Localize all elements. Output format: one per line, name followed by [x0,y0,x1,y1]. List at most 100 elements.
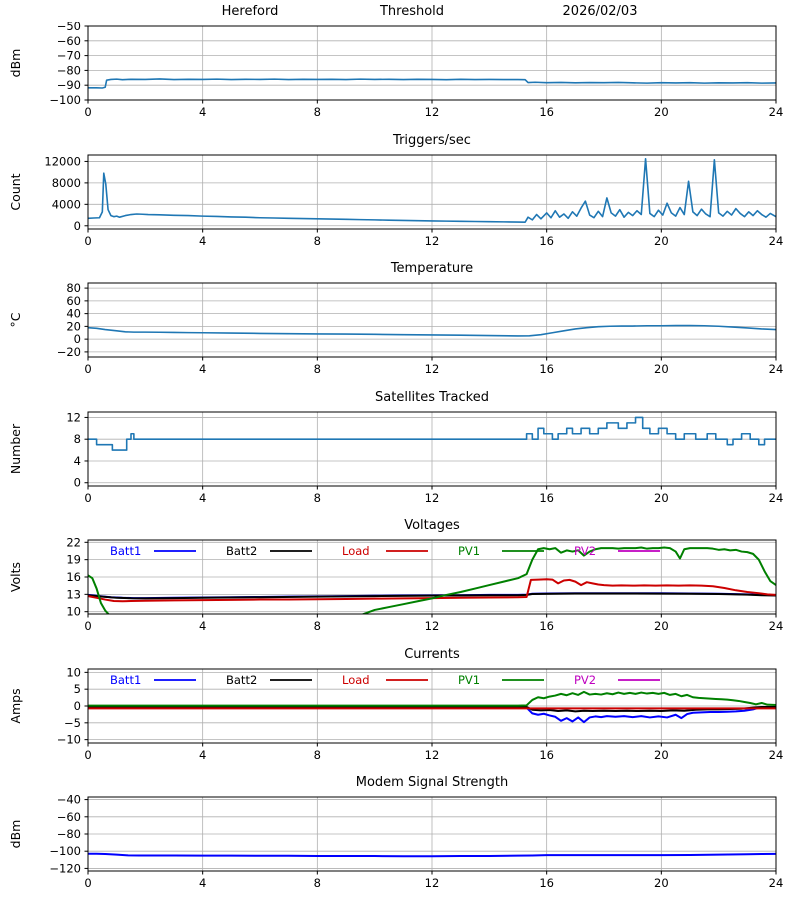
x-tick-label: 8 [314,105,321,119]
y-tick-label: −100 [49,93,81,107]
y-axis-label: dBm [8,49,23,78]
x-tick-label: 16 [539,234,554,248]
legend-label-Batt1: Batt1 [110,544,141,558]
y-tick-label: 40 [66,307,81,321]
x-tick-label: 20 [654,619,669,633]
y-tick-label: −40 [57,793,81,807]
x-tick-label: 24 [769,876,784,890]
y-tick-label: 22 [66,536,81,549]
series-line-triggers-per-sec [88,157,776,223]
legend-label-PV1: PV1 [458,544,480,558]
y-tick-label: 4 [74,454,81,468]
y-tick-label: 60 [66,294,81,308]
y-tick-label: 16 [66,570,81,584]
header-row: Hereford Threshold 2026/02/03 [0,0,800,22]
panel-satellites: Satellites Tracked 0 4 8 12 16 20 24 0 4 8 12 Numbe… [0,386,800,515]
x-tick-label: 24 [769,491,784,505]
legend-label-PV2: PV2 [574,673,596,687]
legend-label-PV2: PV2 [574,544,596,558]
title-row: Currents [0,643,800,665]
chart-title-triggers: Triggers/sec [393,132,471,148]
x-tick-label: 24 [769,105,784,119]
x-tick-label: 12 [425,748,440,762]
x-tick-label: 24 [769,748,784,762]
series-group [88,324,776,337]
header-site: Hereford [221,4,279,19]
y-tick-label: −120 [49,862,81,876]
x-tick-label: 24 [769,234,784,248]
x-tick-label: 0 [84,748,91,762]
y-tick-label: −80 [57,827,81,841]
panel-currents: Currents 0 4 8 12 16 20 24 −10 −5 0 5 10 Amps Batt1 Ba… [0,643,800,772]
y-tick-label: 80 [66,281,81,295]
y-tick-label: 5 [74,682,81,696]
voltages-chart: 0 4 8 12 16 20 24 10 13 16 19 22 Volts Batt1 Batt2 Load… [8,536,784,633]
x-tick-label: 4 [199,105,206,119]
header-date: 2026/02/03 [562,4,638,19]
y-tick-label: −70 [57,49,81,63]
title-row: Temperature [0,257,800,279]
x-tick-label: 4 [199,362,206,376]
chart-title-temperature: Temperature [390,261,474,277]
x-tick-label: 12 [425,105,440,119]
y-tick-label: 0 [74,332,81,346]
x-tick-label: 20 [654,491,669,505]
x-tick-label: 4 [199,491,206,505]
y-tick-label: 8000 [52,175,81,189]
x-tick-label: 8 [314,234,321,248]
panel-triggers: Triggers/sec 0 4 8 12 16 20 24 0 4000 8000 12000 Co… [0,129,800,258]
header-title: Threshold [379,4,445,19]
x-tick-label: 0 [84,491,91,505]
x-tick-label: 0 [84,234,91,248]
y-tick-label: 12000 [44,154,81,168]
series-line-temperature-c [88,324,776,337]
x-tick-label: 20 [654,105,669,119]
y-axis-label: Number [8,423,23,474]
y-axis-label: Amps [8,688,23,723]
legend-label-Batt2: Batt2 [226,544,257,558]
x-tick-label: 20 [654,748,669,762]
y-tick-label: 0 [74,699,81,713]
y-tick-label: −10 [57,733,81,747]
series-line-Batt2 [88,592,776,600]
y-tick-label: −20 [57,345,81,359]
x-tick-label: 24 [769,619,784,633]
series-line-Load [88,578,776,603]
x-tick-label: 8 [314,362,321,376]
x-tick-label: 0 [84,619,91,633]
modem-chart: 0 4 8 12 16 20 24 −120 −100 −80 −60 −40 dBm [8,793,784,890]
x-tick-label: 8 [314,876,321,890]
series-group [88,853,776,858]
y-tick-label: −60 [57,34,81,48]
x-tick-label: 16 [539,105,554,119]
x-tick-label: 12 [425,362,440,376]
panel-modem: Modem Signal Strength 0 4 8 12 16 20 24 −120 −10… [0,771,800,900]
x-tick-label: 16 [539,362,554,376]
y-tick-label: −90 [57,78,81,92]
chart-title-satellites: Satellites Tracked [375,389,489,405]
y-tick-label: −100 [49,845,81,859]
series-line-PV1 [88,690,776,707]
series-group [88,690,776,724]
x-tick-label: 16 [539,491,554,505]
title-row: Modem Signal Strength [0,771,800,793]
x-tick-label: 12 [425,876,440,890]
series-group [88,157,776,223]
x-tick-label: 0 [84,105,91,119]
chart-title-modem: Modem Signal Strength [355,775,509,791]
y-tick-label: −5 [64,716,81,730]
x-tick-label: 4 [199,619,206,633]
y-axis-label: Count [8,173,23,210]
series-line-PV1 [88,546,776,615]
series-line-satellites-tracked [88,416,776,451]
y-tick-label: 10 [66,605,81,619]
panel-voltages: Voltages 0 4 8 12 16 20 24 10 13 16 19 22 Volts Batt1… [0,514,800,643]
y-tick-label: 0 [74,218,81,232]
series-line-modem-signal-dbm [88,853,776,858]
y-tick-label: 19 [66,553,81,567]
chart-title-currents: Currents [404,646,460,662]
y-tick-label: 10 [66,665,81,679]
y-tick-label: 13 [66,588,81,602]
chart-title-voltages: Voltages [404,518,460,534]
title-row: Satellites Tracked [0,386,800,408]
